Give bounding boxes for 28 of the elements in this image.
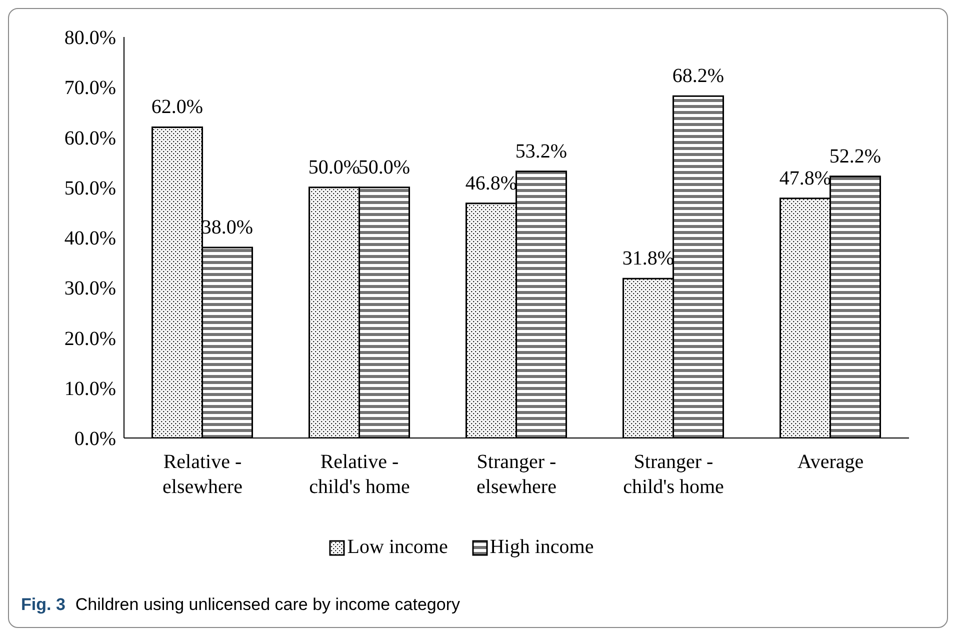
data-label: 53.2%: [515, 140, 568, 162]
text: Children using unlicensed care by income category: [75, 595, 460, 614]
y-tick-label: 60.0%: [64, 127, 116, 150]
y-tick-label: 0.0%: [74, 428, 116, 450]
y-tick-label: 70.0%: [64, 77, 116, 100]
data-label: 46.8%: [465, 172, 518, 194]
data-label: 31.8%: [622, 248, 674, 270]
legend-label: High income: [490, 536, 594, 559]
data-label: 62.0%: [151, 96, 204, 118]
y-tick-label: 10.0%: [64, 378, 116, 400]
data-label: 47.8%: [779, 167, 832, 190]
x-tick-label: Relative - elsewhere: [162, 451, 243, 498]
y-tick-label: 80.0%: [64, 27, 116, 50]
y-tick-label: 40.0%: [64, 228, 116, 250]
legend-label: Low income: [347, 536, 448, 559]
x-tick-label: Stranger - elsewhere: [476, 451, 557, 498]
y-tick-label: 30.0%: [64, 278, 116, 300]
x-tick-label: Relative - child's home: [309, 451, 410, 498]
caption: Fig. 3: [21, 595, 66, 614]
data-label: 50.0%: [358, 156, 410, 178]
data-label: 50.0%: [308, 156, 360, 178]
y-tick-label: 50.0%: [64, 177, 116, 200]
data-label: 68.2%: [672, 65, 724, 88]
x-tick-label: Stranger - child's home: [623, 451, 724, 498]
data-label: 52.2%: [829, 145, 882, 168]
data-label: 38.0%: [201, 216, 254, 239]
x-tick-label: Average: [797, 451, 864, 473]
y-tick-label: 20.0%: [64, 328, 116, 350]
